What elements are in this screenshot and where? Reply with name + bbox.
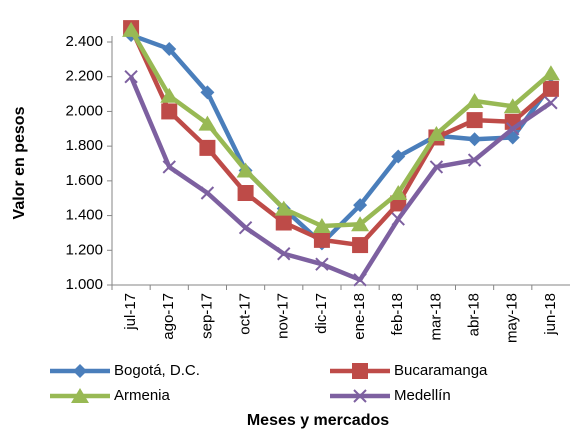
marker <box>429 160 444 174</box>
legend-item: Armenia <box>50 387 171 404</box>
y-tick-label: 1.400 <box>65 207 103 224</box>
x-tick-label: feb-18 <box>389 293 406 336</box>
series-line <box>130 32 553 246</box>
x-tick-label: oct-17 <box>237 293 254 335</box>
marker <box>238 221 253 235</box>
y-tick-label: 1.800 <box>65 137 103 154</box>
marker <box>467 132 482 147</box>
marker <box>353 198 368 213</box>
y-tick-label: 2.400 <box>65 33 103 50</box>
marker <box>198 115 217 131</box>
legend-item: Bogotá, D.C. <box>50 362 200 379</box>
x-axis-title: Meses y mercados <box>247 412 389 429</box>
y-axis-title: Valor en pesos <box>11 106 28 219</box>
marker <box>312 217 331 233</box>
legend-label: Medellín <box>394 387 451 404</box>
x-tick-label: ene-18 <box>351 293 368 340</box>
marker <box>352 237 369 254</box>
x-tick-label: nov-17 <box>275 293 292 339</box>
marker <box>200 85 215 100</box>
marker <box>351 216 370 232</box>
y-tick-label: 1.200 <box>65 241 103 258</box>
marker <box>237 185 254 202</box>
marker <box>389 185 408 201</box>
marker <box>353 389 367 403</box>
marker <box>465 93 484 109</box>
marker <box>160 87 179 103</box>
x-tick-label: ago-17 <box>160 293 177 340</box>
marker <box>466 112 483 129</box>
series-line <box>129 28 553 229</box>
x-tick-label: abr-18 <box>466 293 483 336</box>
marker <box>467 153 482 167</box>
x-tick-label: mar-18 <box>427 293 444 341</box>
marker <box>161 103 178 120</box>
marker <box>541 65 560 81</box>
legend-item: Bucaramanga <box>330 362 488 379</box>
x-tick-label: dic-17 <box>313 293 330 334</box>
y-tick-label: 2.200 <box>65 68 103 85</box>
x-tick-label: jul-17 <box>122 293 139 331</box>
marker <box>124 70 138 84</box>
y-tick-label: 2.000 <box>65 102 103 119</box>
marker <box>542 80 559 97</box>
y-tick-label: 1.600 <box>65 172 103 189</box>
marker <box>352 363 368 379</box>
marker <box>274 200 293 216</box>
series-line <box>129 75 553 283</box>
legend-label: Armenia <box>114 387 171 404</box>
marker <box>199 139 216 156</box>
marker <box>200 186 215 200</box>
y-tick-label: 1.000 <box>65 276 103 293</box>
marker <box>544 96 558 110</box>
marker <box>73 364 87 378</box>
marker <box>391 212 405 226</box>
marker <box>162 160 176 174</box>
x-tick-label: jun-18 <box>542 293 559 336</box>
marker <box>275 214 292 231</box>
marker <box>506 122 520 136</box>
marker <box>353 273 367 287</box>
legend-label: Bogotá, D.C. <box>114 362 200 379</box>
legend-label: Bucaramanga <box>394 362 488 379</box>
marker <box>236 162 255 178</box>
marker <box>277 247 291 261</box>
x-tick-label: may-18 <box>504 293 521 343</box>
x-tick-label: sep-17 <box>198 293 215 339</box>
marker <box>391 149 406 164</box>
marker <box>503 98 522 114</box>
marker <box>122 21 141 37</box>
marker <box>71 388 89 403</box>
legend-item: Medellín <box>330 387 451 404</box>
marker <box>315 257 329 271</box>
marker <box>313 231 330 248</box>
marker <box>427 125 446 141</box>
marker <box>162 41 177 56</box>
